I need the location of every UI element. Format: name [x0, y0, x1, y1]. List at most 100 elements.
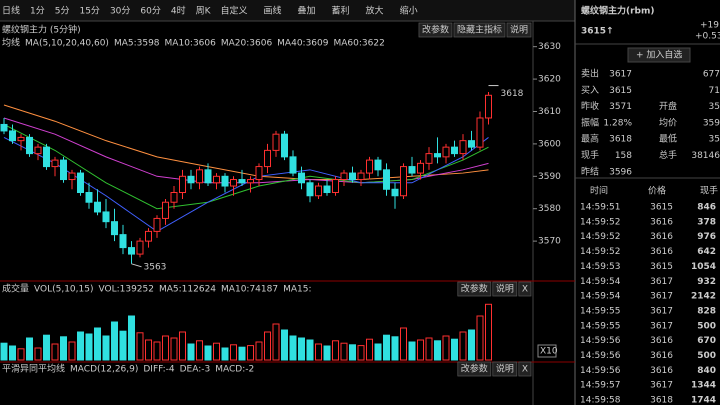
- panel-button-frame[interactable]: [492, 361, 518, 377]
- volume-bar: [332, 340, 339, 361]
- panel-button-frame[interactable]: [492, 281, 518, 297]
- panel-button[interactable]: 说明: [496, 283, 514, 295]
- candle-body: [357, 172, 365, 181]
- volume-bar: [247, 345, 254, 361]
- volume-bar: [128, 315, 135, 361]
- panel-button-frame[interactable]: [506, 22, 532, 38]
- panel-button[interactable]: 隐藏主指标: [457, 24, 502, 36]
- panel-button-frame[interactable]: [418, 22, 453, 38]
- candle-body: [332, 179, 339, 194]
- volume-bar: [374, 343, 382, 361]
- volume-bar: [238, 346, 246, 361]
- indicator-label: 平滑异同平均线: [2, 363, 65, 375]
- candle-body: [264, 149, 271, 168]
- indicator-label: MA5:3598: [114, 39, 160, 49]
- add-watchlist-frame[interactable]: [627, 47, 691, 63]
- volume-bar: [119, 330, 127, 361]
- candle-body: [349, 172, 356, 181]
- toolbar-button[interactable]: 5分: [55, 6, 70, 17]
- add-watchlist[interactable]: + 加入自选: [636, 49, 682, 61]
- candle-body: [459, 140, 467, 155]
- quote-cell: 现手: [581, 149, 599, 161]
- toolbar-button[interactable]: 放大: [366, 5, 384, 17]
- panel-button-frame[interactable]: [457, 361, 492, 377]
- unit-label: X10: [540, 347, 558, 357]
- toolbar-button[interactable]: 周K: [196, 6, 212, 17]
- toolbar-button[interactable]: 1分: [30, 6, 45, 17]
- panel-button[interactable]: 改参数: [461, 283, 488, 295]
- panel-button-frame[interactable]: [457, 281, 492, 297]
- volume-bar: [391, 336, 399, 361]
- candle-body: [94, 201, 101, 213]
- volume-bar: [43, 334, 50, 361]
- unit-frame: [537, 344, 557, 358]
- candle-body: [43, 146, 50, 168]
- toolbar-button[interactable]: 叠加: [298, 6, 316, 17]
- toolbar-button[interactable]: 蓄利: [332, 5, 350, 17]
- toolbar-button[interactable]: 60分: [140, 6, 160, 17]
- candle-body: [306, 182, 314, 197]
- indicator-label: DIFF:-4: [143, 365, 175, 375]
- volume-bar: [306, 339, 314, 361]
- trade-time: 14:59:56: [580, 366, 621, 376]
- volume-bar: [442, 335, 450, 361]
- annotation-label: 3563: [144, 262, 167, 272]
- candle-body: [391, 188, 399, 197]
- annotation-line: [131, 263, 142, 268]
- indicator-label: MACD(12,26,9): [70, 365, 138, 375]
- trade-time: 14:59:55: [580, 321, 620, 331]
- candle-body: [425, 153, 433, 164]
- volume-bar: [77, 331, 84, 361]
- toolbar-button[interactable]: 自定义: [220, 5, 247, 17]
- candle-body: [434, 153, 441, 158]
- panel-button[interactable]: 说明: [510, 24, 528, 36]
- candle-body: [281, 133, 288, 158]
- volume-bar: [357, 345, 365, 361]
- volume-bar: [179, 331, 186, 361]
- volume-bar: [417, 339, 424, 361]
- candle-body: [145, 230, 152, 242]
- toolbar-button[interactable]: 15分: [79, 6, 99, 17]
- candle-body: [298, 172, 305, 184]
- quote-cell: 677: [703, 70, 720, 80]
- trade-time: 14:59:54: [580, 277, 621, 287]
- candle-body: [221, 175, 229, 187]
- trade-time: 14:59:53: [580, 262, 620, 272]
- quote-cell: 3617: [609, 70, 632, 80]
- toolbar: [0, 0, 575, 21]
- quote-cell: 昨收: [581, 100, 599, 112]
- candle-body: [111, 221, 118, 236]
- panel-button[interactable]: 改参数: [422, 24, 449, 36]
- panel-button-frame[interactable]: [518, 361, 532, 377]
- trade-volume: 840: [697, 366, 716, 376]
- indicator-label: VOL(5,10,15): [34, 285, 93, 295]
- candle-body: [442, 146, 450, 158]
- toolbar-button[interactable]: 日线: [2, 5, 20, 17]
- trade-time: 14:59:54: [580, 292, 621, 302]
- panel-button[interactable]: 说明: [496, 363, 514, 375]
- candle-body: [0, 123, 8, 132]
- volume-bar: [51, 343, 59, 361]
- candle-body: [247, 179, 254, 184]
- candle-body: [417, 162, 424, 174]
- quote-cell: 71: [709, 86, 720, 96]
- volume-bar: [111, 321, 118, 361]
- panel-button-frame[interactable]: [453, 22, 506, 38]
- trade-price: 3616: [650, 336, 673, 346]
- toolbar-button[interactable]: 缩小: [400, 5, 418, 17]
- quote-cell: 1.28%: [603, 118, 632, 128]
- toolbar-button[interactable]: 30分: [110, 6, 130, 17]
- quote-cell: 35: [709, 135, 720, 145]
- panel-button-frame[interactable]: [518, 281, 532, 297]
- quote-cell: 3571: [609, 102, 632, 112]
- panel-button[interactable]: 改参数: [461, 363, 488, 375]
- panel-button[interactable]: X: [522, 285, 528, 295]
- indicator-label: MA40:3609: [277, 39, 329, 49]
- toolbar-button[interactable]: 4时: [171, 5, 186, 17]
- quote-cell: 开盘: [659, 100, 677, 112]
- candle-body: [468, 140, 475, 148]
- panel-button[interactable]: X: [522, 365, 528, 375]
- toolbar-button[interactable]: 画线: [264, 5, 282, 17]
- candle-body: [136, 240, 144, 255]
